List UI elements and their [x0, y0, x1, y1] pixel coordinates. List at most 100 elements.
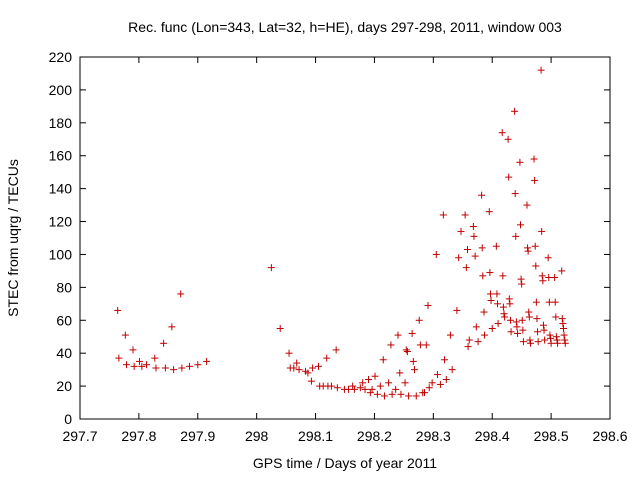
- y-axis-label: STEC from uqrg / TECUs: [5, 159, 21, 317]
- data-point: [474, 338, 482, 346]
- y-tick-label: 80: [56, 279, 72, 295]
- data-point: [523, 201, 531, 209]
- y-tick-label: 180: [49, 115, 73, 131]
- y-tick-label: 100: [49, 246, 73, 262]
- data-point: [534, 338, 542, 346]
- data-point: [545, 273, 553, 281]
- data-point: [160, 339, 168, 347]
- data-point: [396, 369, 404, 377]
- data-point: [376, 382, 384, 390]
- x-tick-label: 298.6: [592, 428, 627, 444]
- data-point: [462, 264, 470, 272]
- data-point: [485, 208, 493, 216]
- data-point: [405, 392, 413, 400]
- data-point: [558, 315, 566, 323]
- plot-frame: [79, 56, 611, 420]
- data-point: [408, 329, 416, 337]
- data-point: [492, 242, 500, 250]
- data-point: [471, 252, 479, 260]
- data-point: [307, 377, 315, 385]
- data-point: [554, 339, 562, 347]
- data-point: [161, 364, 169, 372]
- data-point: [558, 267, 566, 275]
- data-point: [486, 290, 494, 298]
- data-point: [527, 339, 534, 347]
- x-axis-label: GPS time / Days of year 2011: [253, 455, 437, 471]
- x-tick-label: 297.9: [180, 428, 215, 444]
- data-point: [512, 232, 520, 240]
- data-point: [361, 385, 369, 393]
- data-point: [428, 379, 436, 387]
- data-point: [276, 325, 284, 332]
- data-point: [203, 357, 211, 365]
- data-point: [178, 364, 186, 372]
- data-point: [392, 385, 400, 393]
- data-point: [359, 379, 367, 387]
- data-point: [561, 339, 569, 347]
- data-point: [472, 323, 480, 331]
- data-point: [518, 280, 526, 288]
- data-point: [410, 366, 418, 374]
- data-point: [465, 336, 473, 344]
- data-point: [186, 362, 194, 370]
- data-point: [194, 361, 202, 369]
- data-point: [394, 331, 402, 339]
- data-point: [537, 66, 545, 74]
- data-point: [373, 390, 381, 398]
- data-point: [504, 135, 512, 143]
- data-point: [514, 329, 522, 337]
- data-point: [505, 173, 513, 181]
- y-tick-label: 200: [49, 82, 73, 98]
- y-tick-label: 0: [64, 411, 72, 427]
- data-point: [494, 320, 502, 328]
- data-point: [168, 323, 176, 331]
- data-point: [379, 356, 387, 364]
- y-tick-label: 60: [56, 312, 72, 328]
- data-point: [425, 384, 433, 392]
- data-point: [388, 390, 396, 398]
- data-point: [559, 320, 567, 328]
- data-point: [432, 250, 440, 258]
- data-point: [401, 379, 409, 387]
- data-point: [507, 328, 515, 336]
- data-point: [387, 341, 395, 349]
- data-point: [409, 357, 417, 365]
- data-point: [403, 348, 411, 356]
- data-point: [463, 246, 471, 254]
- data-point: [323, 354, 331, 362]
- x-tick-label: 298.4: [475, 428, 510, 444]
- data-point: [532, 262, 540, 270]
- data-point: [416, 341, 424, 349]
- data-point: [433, 371, 441, 379]
- data-point: [129, 346, 137, 354]
- data-point: [143, 361, 151, 369]
- data-point: [511, 107, 519, 115]
- data-point: [506, 300, 514, 308]
- x-tick-label: 297.8: [121, 428, 156, 444]
- data-point: [486, 269, 494, 277]
- data-point: [151, 354, 159, 362]
- data-point: [552, 313, 560, 321]
- data-point: [442, 376, 450, 384]
- data-point: [130, 362, 138, 370]
- data-point: [135, 357, 143, 365]
- data-point: [516, 221, 524, 229]
- data-point: [498, 129, 506, 137]
- y-tick-label: 120: [49, 214, 73, 230]
- data-point: [464, 343, 472, 351]
- data-point: [478, 191, 486, 199]
- data-point: [177, 290, 185, 298]
- x-tick-label: 297.7: [62, 428, 97, 444]
- data-point: [506, 316, 514, 324]
- data-point: [441, 356, 449, 364]
- data-point: [547, 339, 555, 347]
- data-point: [532, 298, 540, 306]
- y-tick-label: 140: [49, 181, 73, 197]
- data-point: [123, 361, 131, 369]
- data-point: [525, 313, 533, 321]
- x-tick-label: 298.2: [357, 428, 392, 444]
- data-point: [559, 325, 567, 332]
- data-point: [309, 364, 317, 372]
- data-point: [501, 313, 509, 321]
- data-point: [295, 366, 303, 374]
